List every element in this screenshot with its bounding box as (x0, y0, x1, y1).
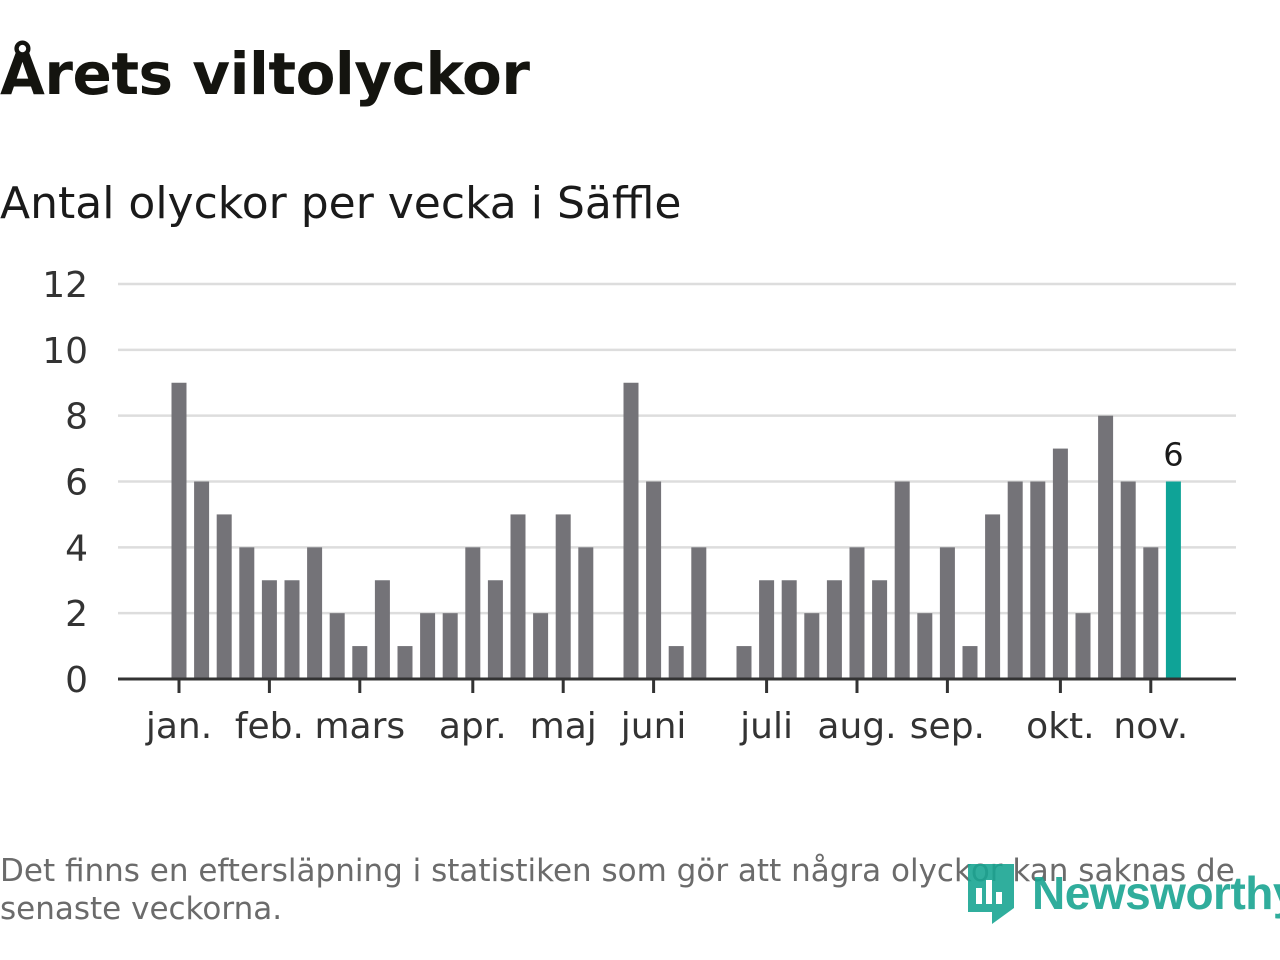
newsworthy-logo-text: Newsworthy (1032, 867, 1280, 919)
bar (872, 580, 888, 679)
chart-subtitle: Antal olyckor per vecka i Säffle (0, 178, 682, 229)
footnote: Det finns en eftersläpning i statistiken… (0, 853, 1235, 927)
newsworthy-logo: Newsworthy (964, 858, 1280, 928)
y-tick-label: 12 (42, 265, 88, 306)
data-label: 6 (1163, 436, 1183, 474)
bar (374, 580, 390, 679)
y-tick-label: 8 (65, 397, 88, 438)
bar (1120, 481, 1136, 679)
bar (894, 481, 910, 679)
x-tick-label: juni (620, 706, 687, 747)
bar (1030, 481, 1046, 679)
bar (533, 613, 549, 679)
bar (1098, 415, 1114, 679)
y-tick-label: 2 (65, 594, 88, 635)
bar (691, 547, 707, 679)
bar (736, 646, 752, 679)
bar (578, 547, 594, 679)
x-tick-label: sep. (910, 706, 985, 747)
bar (329, 613, 345, 679)
bar (804, 613, 820, 679)
bar (352, 646, 368, 679)
bar (1007, 481, 1023, 679)
bar (487, 580, 503, 679)
x-tick-label: jan. (145, 706, 212, 747)
y-tick-label: 6 (65, 463, 88, 504)
bar (510, 514, 526, 679)
bar (261, 580, 277, 679)
bar (307, 547, 323, 679)
y-tick-label: 10 (42, 331, 88, 372)
bar (442, 613, 458, 679)
chart-title: Årets viltolyckor (0, 40, 530, 108)
bar (917, 613, 933, 679)
bar (284, 580, 300, 679)
bar (1052, 448, 1068, 679)
bar (939, 547, 955, 679)
x-tick-label: apr. (439, 706, 507, 747)
bar (962, 646, 978, 679)
x-tick-label: maj (530, 706, 597, 747)
bar (239, 547, 255, 679)
bar (420, 613, 436, 679)
x-tick-label: juli (739, 706, 793, 747)
bar (985, 514, 1001, 679)
bar (194, 481, 210, 679)
bar (171, 382, 187, 679)
bar (826, 580, 842, 679)
bar (465, 547, 481, 679)
bar (555, 514, 571, 679)
bar (1075, 613, 1091, 679)
y-tick-label: 4 (65, 528, 88, 569)
y-tick-label: 0 (65, 660, 88, 701)
x-tick-label: nov. (1113, 706, 1188, 747)
bar (646, 481, 662, 679)
newsworthy-logo-icon (968, 864, 1014, 924)
x-tick-label: aug. (817, 706, 896, 747)
bar (781, 580, 797, 679)
x-tick-label: feb. (235, 706, 304, 747)
x-tick-label: mars (314, 706, 405, 747)
weekly-accidents-bar-chart: 0 2 4 6 8 10 12 jan. feb. mars apr. maj juni juli aug.… (42, 265, 1236, 747)
bar (668, 646, 684, 679)
bar (216, 514, 232, 679)
bar (1143, 547, 1159, 679)
bar (759, 580, 775, 679)
x-tick-label: okt. (1026, 706, 1094, 747)
bar (849, 547, 865, 679)
bar-highlight (1165, 481, 1181, 679)
bar (623, 382, 639, 679)
bar (397, 646, 413, 679)
